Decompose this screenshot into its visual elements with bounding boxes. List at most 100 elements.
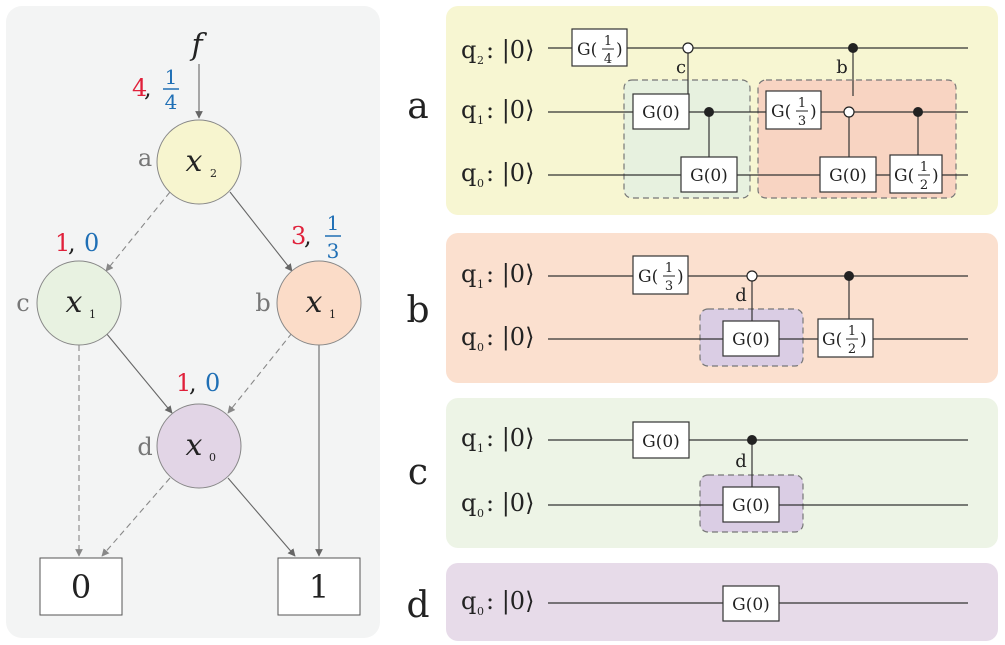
q1-sub: 1 xyxy=(477,114,484,127)
node-b-weight-blue-num: 1 xyxy=(327,211,340,235)
q0-sub: 0 xyxy=(477,177,484,190)
gate-a-q0-g0-b: G(0) xyxy=(819,156,877,193)
gate-g-quarter-den: 4 xyxy=(604,52,612,67)
gate-a-q0-g0-label: G(0) xyxy=(690,166,728,186)
pc-q0-ket: : |0⟩ xyxy=(486,489,534,518)
root-weight-blue-den: 4 xyxy=(165,90,178,114)
node-c-circle xyxy=(36,260,122,346)
panel-c-ctrl-d-label: d xyxy=(735,451,747,472)
node-b-weight-sep: , xyxy=(304,222,312,250)
panel-c-gate-q1-g0: G(0) xyxy=(632,421,690,459)
pb-q1-ket: : |0⟩ xyxy=(486,260,534,289)
node-a-var: x xyxy=(186,144,203,179)
gate-g-third-num: 1 xyxy=(798,96,806,111)
panel-d-bg xyxy=(446,563,998,641)
gate-g-quarter: G( 1 4 ) xyxy=(571,28,628,67)
decision-diagram: f 4 , 1 4 x 2 a x 1 c 1 , 0 xyxy=(6,6,380,638)
node-b: x 1 b 3 , 1 3 xyxy=(255,211,362,346)
gate-a-q1-g0: G(0) xyxy=(632,93,690,130)
node-d-var: x xyxy=(186,428,203,463)
terminal-zero: 0 xyxy=(39,557,123,616)
node-b-weight-red: 3 xyxy=(291,222,306,250)
panel-a-ctrl-c-label: c xyxy=(676,57,686,78)
pc-q1-g0-label: G(0) xyxy=(642,432,680,452)
node-b-sub: 1 xyxy=(329,308,336,321)
left-panel-bg xyxy=(6,6,380,638)
terminal-one: 1 xyxy=(277,557,361,616)
gate-a-q0-g0-b-label: G(0) xyxy=(829,166,867,186)
gate-g-third-close: ) xyxy=(810,102,817,122)
pb-g0-label: G(0) xyxy=(732,330,770,350)
pb-g-third-close: ) xyxy=(677,267,684,287)
pb-g-half-den: 2 xyxy=(848,342,856,357)
pb-g-third-prefix: G( xyxy=(638,267,658,287)
node-d-sub: 0 xyxy=(209,451,216,464)
q1-ket: : |0⟩ xyxy=(486,96,534,125)
edge-a-c xyxy=(105,191,171,272)
node-b-weight-blue-den: 3 xyxy=(327,239,340,263)
panel-b-qubit-q1: q 1 : |0⟩ xyxy=(461,260,534,291)
terminal-zero-label: 0 xyxy=(71,568,91,606)
panel-b-ctrl-d-label: d xyxy=(735,285,747,306)
panel-d-side-label: d xyxy=(406,585,429,626)
pb-q0-ket: : |0⟩ xyxy=(486,323,534,352)
node-d: x 0 d 1 , 0 xyxy=(137,369,242,489)
pc-q1-letter: q xyxy=(461,424,476,452)
node-c-sub: 1 xyxy=(89,308,96,321)
pb-q0-letter: q xyxy=(461,323,476,351)
gate-g-third: G( 1 3 ) xyxy=(765,90,822,130)
panel-a-qubit-q2: q 2 : |0⟩ xyxy=(461,36,534,67)
pd-g0-label: G(0) xyxy=(732,595,770,615)
circuit-panel-c: c q 1 : |0⟩ q 0 : |0⟩ G(0) G(0) d xyxy=(408,398,998,548)
pb-g-half-close: ) xyxy=(860,330,867,350)
gate-g-quarter-prefix: G( xyxy=(577,40,597,60)
q0-ket: : |0⟩ xyxy=(486,159,534,188)
node-d-weight-blue: 0 xyxy=(205,369,220,397)
node-b-var: x xyxy=(306,285,323,320)
pb-q0-sub: 0 xyxy=(477,341,484,354)
panel-b-ctrl-filled xyxy=(844,271,854,281)
node-d-name: d xyxy=(137,433,152,461)
node-b-circle xyxy=(276,260,362,346)
q2-sub: 2 xyxy=(477,54,484,67)
q0-letter: q xyxy=(461,159,476,187)
pd-q0-ket: : |0⟩ xyxy=(486,587,534,616)
panel-b-qubit-q0: q 0 : |0⟩ xyxy=(461,323,534,354)
edge-d-zero xyxy=(101,477,171,557)
panel-c-qubit-q1: q 1 : |0⟩ xyxy=(461,424,534,455)
gate-g-quarter-close: ) xyxy=(616,40,623,60)
gate-g-half-close: ) xyxy=(932,166,939,186)
panel-b-gate-g0: G(0) xyxy=(722,320,780,357)
gate-g-third-prefix: G( xyxy=(771,102,791,122)
pb-q1-sub: 1 xyxy=(477,278,484,291)
node-c-name: c xyxy=(16,289,29,317)
panel-c-ctrl-filled xyxy=(747,435,757,445)
node-c-weight-blue: 0 xyxy=(84,229,99,257)
pb-g-half-num: 1 xyxy=(848,324,856,339)
node-c-var: x xyxy=(66,285,83,320)
edge-a-b xyxy=(229,191,293,272)
node-c-weight-red: 1 xyxy=(55,229,70,257)
circuit-panel-a: a q 2 : |0⟩ q 1 : |0⟩ q 0 : |0⟩ xyxy=(407,6,998,215)
pd-q0-letter: q xyxy=(461,587,476,615)
gate-g-third-den: 3 xyxy=(798,114,806,129)
panel-b-ctrl-open xyxy=(746,270,758,282)
node-a-sub: 2 xyxy=(210,167,217,180)
pc-q0-letter: q xyxy=(461,489,476,517)
q1-letter: q xyxy=(461,96,476,124)
pb-g-third-den: 3 xyxy=(665,279,673,294)
root-weight-sep: , xyxy=(144,74,152,102)
edge-c-d xyxy=(105,332,173,414)
gate-a-q1-g0-label: G(0) xyxy=(642,103,680,123)
panel-c-bg xyxy=(446,398,998,548)
panel-a-ctrl-open-q2 xyxy=(682,42,694,54)
panel-b-gate-g-half: G( 1 2 ) xyxy=(817,318,874,358)
node-d-circle xyxy=(156,403,242,489)
gate-g-half-prefix: G( xyxy=(894,166,914,186)
node-d-weight-sep: , xyxy=(189,369,197,397)
panel-a-ctrl-filled-q2 xyxy=(848,43,858,53)
node-b-name: b xyxy=(255,289,270,317)
node-a: x 2 a xyxy=(138,119,242,205)
panel-a-ctrl-filled-q1-c xyxy=(704,107,714,117)
